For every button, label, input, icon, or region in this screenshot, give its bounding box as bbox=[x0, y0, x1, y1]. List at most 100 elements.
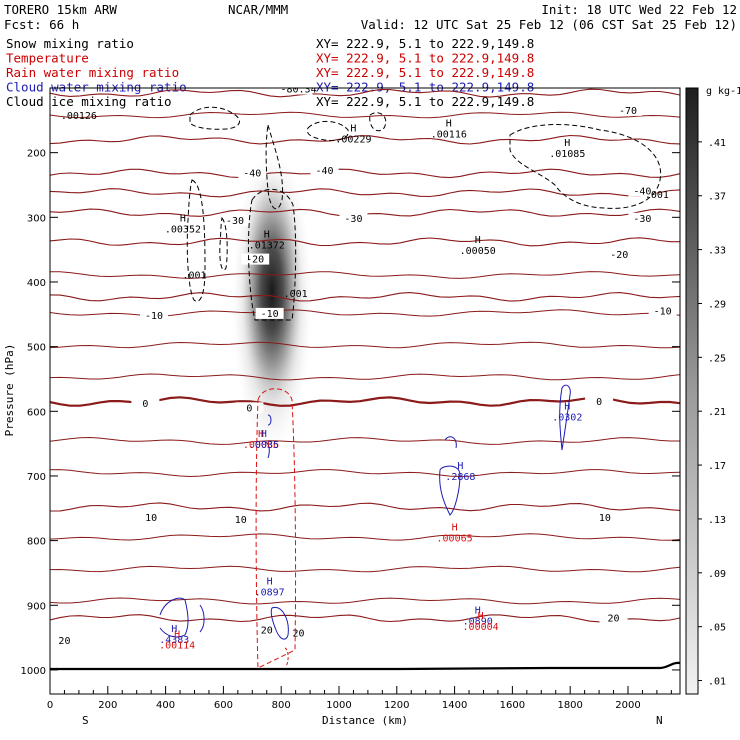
rain-contour bbox=[284, 647, 289, 667]
high-marker: H bbox=[261, 429, 267, 440]
south-end-label: S bbox=[82, 714, 89, 727]
temperature-contour bbox=[50, 111, 680, 119]
temperature-contour bbox=[50, 271, 680, 279]
high-marker: H bbox=[350, 124, 356, 135]
high-marker: H bbox=[475, 605, 481, 616]
ice-contour bbox=[369, 112, 387, 132]
colorbar-units: g kg-1 bbox=[706, 86, 740, 97]
cloud-water-contour bbox=[265, 441, 270, 459]
high-marker: H bbox=[564, 138, 570, 149]
high-marker: H bbox=[264, 230, 270, 241]
legend-xy-range: XY= 222.9, 5.1 to 222.9,149.8 bbox=[316, 51, 534, 66]
legend-xy-range: XY= 222.9, 5.1 to 222.9,149.8 bbox=[316, 65, 534, 80]
legend-field-name: Cloud water mixing ratio bbox=[6, 80, 187, 95]
high-value: .0035 bbox=[249, 440, 279, 451]
high-marker: H bbox=[258, 429, 264, 440]
x-tick-label: 2000 bbox=[615, 700, 640, 711]
snow-shading-halo bbox=[232, 150, 312, 450]
temperature-label-mask bbox=[310, 164, 339, 176]
contour-value-label: .00126 bbox=[61, 111, 97, 122]
forecast-hour: Fcst: 66 h bbox=[4, 17, 79, 32]
colorbar-tick-label: .41 bbox=[708, 138, 726, 149]
colorbar-tick-label: .21 bbox=[708, 407, 726, 418]
legend-field-name: Snow mixing ratio bbox=[6, 36, 134, 51]
cloud-ice-contours bbox=[186, 106, 662, 321]
center-label: NCAR/MMM bbox=[228, 2, 288, 17]
y-axis-title: Pressure (hPa) bbox=[3, 344, 16, 437]
rain-contours bbox=[255, 388, 297, 669]
colorbar bbox=[685, 87, 699, 695]
temperature-label: 10 bbox=[235, 515, 247, 526]
ice-contour bbox=[189, 106, 240, 130]
x-tick-label: 200 bbox=[98, 700, 117, 711]
temperature-contour bbox=[50, 597, 680, 605]
contour-value-label: .001 bbox=[284, 289, 308, 300]
colorbar-tick-label: .05 bbox=[708, 623, 726, 634]
temperature-label: -70 bbox=[619, 106, 637, 117]
init-time: Init: 18 UTC Wed 22 Feb 12 bbox=[541, 2, 737, 17]
y-tick-label: 300 bbox=[27, 213, 46, 224]
temperature-contour bbox=[50, 134, 680, 145]
temperature-label-mask bbox=[235, 402, 264, 414]
temperature-label-mask bbox=[648, 305, 677, 317]
high-value: .0890 bbox=[463, 616, 493, 627]
temperature-label-mask bbox=[241, 253, 270, 265]
temperature-label: -30 bbox=[633, 214, 651, 225]
temperature-label-mask bbox=[284, 627, 313, 639]
model-title: TORERO 15km ARW bbox=[4, 2, 117, 17]
high-value: .00229 bbox=[335, 135, 371, 146]
temperature-label-mask bbox=[255, 307, 284, 319]
x-axis: 0 200 400 600 800 1000 1200 1400 1600 1800 2000 bbox=[47, 686, 672, 711]
x-tick-label: 600 bbox=[214, 700, 233, 711]
temperature-contour bbox=[50, 168, 680, 179]
temperature-label-mask bbox=[339, 212, 368, 224]
temperature-label: 10 bbox=[145, 513, 157, 524]
temperature-contour bbox=[50, 373, 680, 381]
plot-frame bbox=[49, 87, 681, 695]
temperature-label-mask bbox=[585, 395, 614, 407]
cloud-water-contour bbox=[559, 384, 571, 451]
high-value: .00086 bbox=[243, 440, 279, 451]
ice-contour bbox=[186, 179, 206, 302]
x-tick-label: 1800 bbox=[557, 700, 582, 711]
temperature-label: 0 bbox=[142, 399, 148, 410]
ice-contour bbox=[509, 124, 662, 209]
temperature-contour bbox=[50, 436, 680, 445]
temperature-label: 0 bbox=[596, 397, 602, 408]
high-value: .01085 bbox=[549, 149, 585, 160]
temperature-label-mask bbox=[605, 249, 634, 261]
temperature-label: -10 bbox=[654, 306, 672, 317]
x-tick-label: 1400 bbox=[442, 700, 467, 711]
x-tick-label: 0 bbox=[47, 700, 53, 711]
contour-value-label: .001 bbox=[645, 190, 669, 201]
high-value: .01372 bbox=[249, 241, 285, 252]
x-tick-label: 800 bbox=[272, 700, 291, 711]
high-value: .0302 bbox=[552, 413, 582, 424]
high-value: .00065 bbox=[437, 534, 473, 545]
temperature-label: 20 bbox=[58, 636, 70, 647]
temperature-label: -30 bbox=[226, 216, 244, 227]
colorbar-tick-label: .01 bbox=[708, 677, 726, 688]
legend-field-name: Temperature bbox=[6, 51, 89, 66]
temperature-label: 20 bbox=[293, 628, 305, 639]
temperature-label: -40 bbox=[243, 169, 261, 180]
high-value: .2868 bbox=[445, 472, 475, 483]
x-tick-label: 1600 bbox=[500, 700, 525, 711]
contour-value-label: .001 bbox=[182, 271, 206, 282]
temperature-label: 20 bbox=[261, 626, 273, 637]
valid-time: Valid: 12 UTC Sat 25 Feb 12 (06 CST Sat … bbox=[361, 17, 737, 32]
temperature-contours: -80.34 -70 -40 -40 -40 -30 -30 -30 -20 -20 -10 -10 -… bbox=[50, 85, 680, 647]
temperature-label: -80.34 bbox=[280, 85, 316, 96]
y-tick-label: 400 bbox=[27, 278, 46, 289]
high-value: .00352 bbox=[165, 225, 201, 236]
colorbar-tick-label: .17 bbox=[708, 461, 726, 472]
colorbar-tick-label: .25 bbox=[708, 353, 726, 364]
colorbar-ticks: .41 .37 .33 .29 .25 .21 .17 .13 .09 .05 .01 bbox=[698, 138, 726, 688]
temperature-label-mask bbox=[131, 397, 160, 409]
x-axis-title: Distance (km) bbox=[322, 714, 408, 727]
ice-contour bbox=[219, 216, 228, 271]
high-marker: H bbox=[452, 523, 458, 534]
high-value: .00004 bbox=[463, 622, 499, 633]
temperature-contour bbox=[50, 565, 680, 573]
